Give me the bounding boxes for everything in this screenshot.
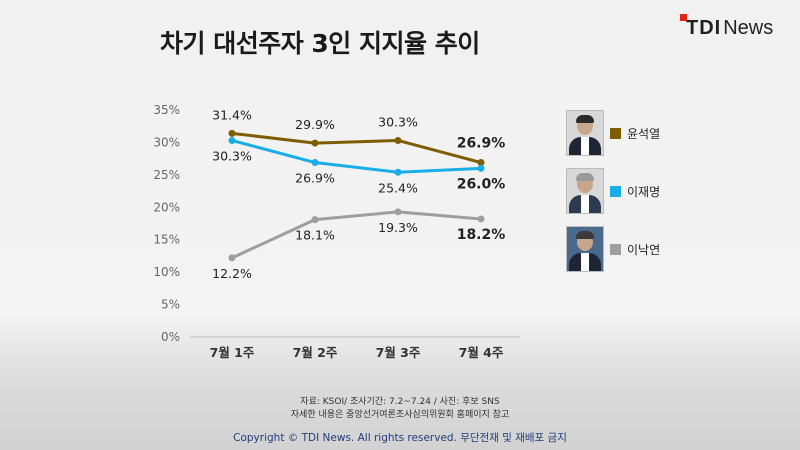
legend-label: 이낙연 (627, 242, 661, 257)
logo-news-text: News (723, 17, 774, 39)
data-point (394, 208, 402, 216)
data-label: 26.0% (457, 176, 506, 192)
data-point (394, 136, 402, 144)
data-label: 12.2% (212, 266, 252, 281)
legend-swatch (610, 127, 621, 139)
data-point (228, 254, 236, 262)
series-line (231, 210, 482, 260)
y-tick-label: 25% (153, 168, 180, 182)
data-label: 26.9% (295, 171, 335, 186)
data-point (477, 164, 485, 172)
data-label: 18.1% (295, 228, 335, 243)
source-note: 자료: KSOI/ 조사기간: 7.2~7.24 / 사진: 후보 SNS (300, 397, 500, 407)
portrait-photo (566, 168, 604, 214)
series-line (231, 139, 482, 174)
legend-item-yoon: 윤석열 (566, 110, 660, 156)
data-label: 26.9% (457, 136, 506, 152)
detail-note: 자세한 내용은 중앙선거여론조사심의위원회 홈페이지 참고 (290, 410, 510, 420)
legend-swatch (610, 185, 621, 197)
portrait-photo (566, 110, 604, 156)
data-point (228, 136, 236, 144)
legend-label: 윤석열 (627, 126, 661, 141)
legend-swatch (610, 243, 621, 255)
data-label: 31.4% (212, 107, 252, 122)
y-tick-label: 15% (153, 233, 180, 247)
y-tick-label: 5% (161, 298, 180, 312)
data-point (311, 139, 319, 147)
legend-item-lee-ny: 이낙연 (566, 226, 660, 272)
x-tick-label: 7월 2주 (293, 345, 338, 360)
x-tick-label: 7월 1주 (210, 345, 255, 360)
portrait-photo (566, 226, 604, 272)
copyright-notice: Copyright © TDI News. All rights reserve… (233, 432, 567, 444)
legend-item-lee-jm: 이재명 (566, 168, 660, 214)
data-label: 29.9% (295, 117, 335, 132)
chart-title: 차기 대선주자 3인 지지율 추이 (160, 29, 480, 58)
data-label: 19.3% (378, 220, 418, 235)
data-point (228, 129, 236, 137)
data-point (311, 159, 319, 167)
x-tick-label: 7월 4주 (459, 345, 504, 360)
logo-tdi-text: TDI (686, 17, 722, 39)
data-point (311, 216, 319, 224)
y-tick-label: 0% (161, 330, 180, 344)
logo-red-square (680, 14, 687, 21)
data-label: 18.2% (457, 227, 506, 243)
data-point (394, 168, 402, 176)
data-label: 30.3% (212, 148, 252, 163)
y-tick-label: 30% (153, 135, 180, 149)
data-point (477, 159, 485, 167)
y-tick-label: 10% (153, 265, 180, 279)
x-tick-label: 7월 3주 (376, 345, 421, 360)
series-line (231, 131, 482, 164)
y-tick-label: 35% (153, 103, 180, 117)
data-label: 30.3% (378, 114, 418, 129)
legend-label: 이재명 (627, 184, 661, 199)
data-label: 25.4% (378, 180, 418, 195)
data-point (477, 215, 485, 223)
tdi-news-logo: TDI News (680, 14, 774, 40)
y-tick-label: 20% (153, 200, 180, 214)
